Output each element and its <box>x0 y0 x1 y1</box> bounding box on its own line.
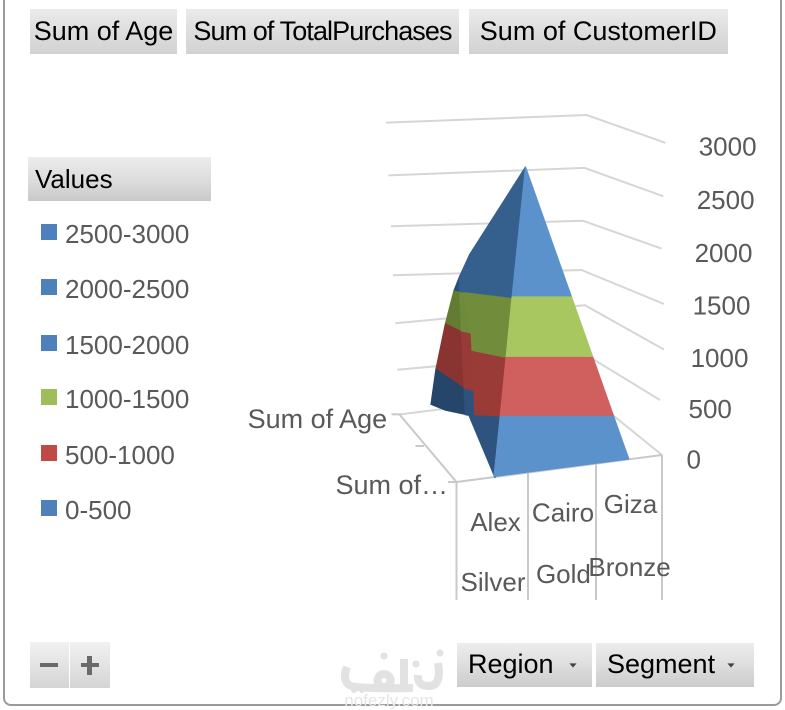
svg-text:Giza: Giza <box>604 489 658 519</box>
svg-text:1000: 1000 <box>691 343 749 373</box>
svg-text:nofezly.com: nofezly.com <box>344 691 433 710</box>
svg-text:1500: 1500 <box>693 291 751 321</box>
svg-text:0: 0 <box>687 445 701 475</box>
svg-text:Sum of…: Sum of… <box>335 470 448 500</box>
svg-text:3000: 3000 <box>699 132 757 162</box>
svg-text:Gold: Gold <box>536 559 591 589</box>
svg-text:Bronze: Bronze <box>588 552 670 582</box>
svg-text:Alex: Alex <box>470 507 521 537</box>
svg-text:Cairo: Cairo <box>532 497 594 527</box>
svg-text:2500: 2500 <box>697 185 755 215</box>
svg-text:Silver: Silver <box>460 567 525 597</box>
svg-text:Sum of Age: Sum of Age <box>248 404 388 434</box>
svg-text:2000: 2000 <box>695 238 753 268</box>
svg-text:500: 500 <box>689 394 732 424</box>
